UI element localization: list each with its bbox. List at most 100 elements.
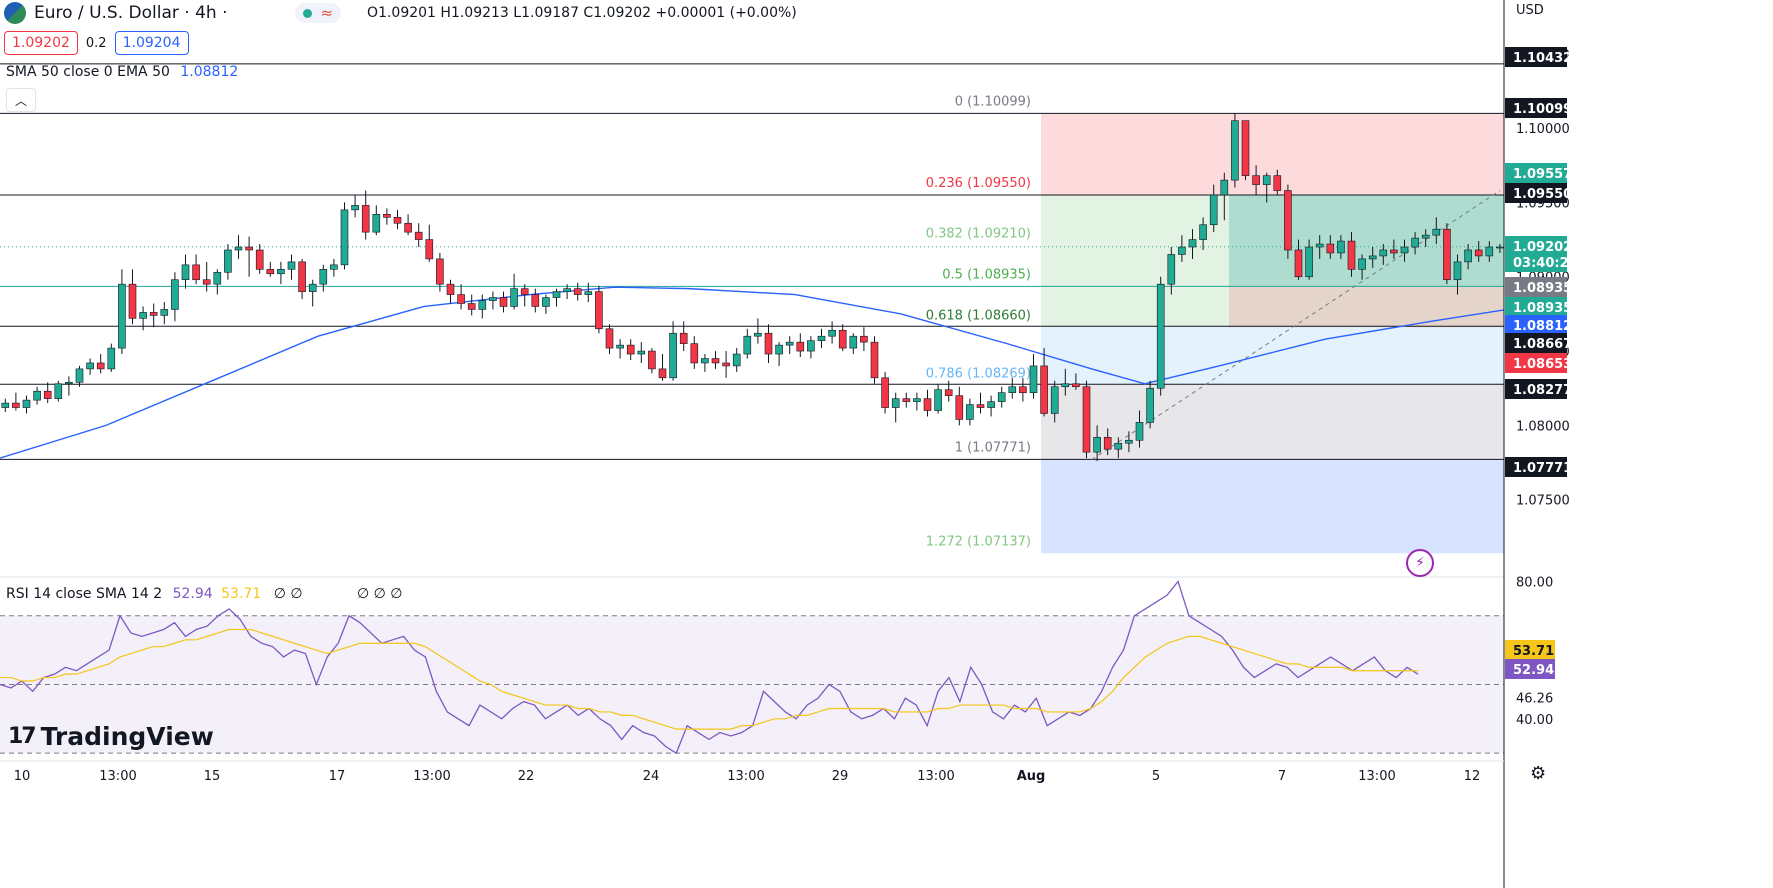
price-label-bg bbox=[1505, 236, 1567, 256]
candle bbox=[478, 294, 487, 319]
price-label-text: 1.08812 bbox=[1513, 319, 1572, 334]
candle-body bbox=[1358, 258, 1366, 270]
candle bbox=[181, 254, 190, 289]
rsi-label-bg bbox=[1505, 640, 1555, 660]
rsi-label-bg bbox=[1505, 659, 1555, 679]
candle-body bbox=[1337, 240, 1345, 254]
candle bbox=[934, 383, 942, 414]
fib-label: 0 (1.10099) bbox=[955, 94, 1031, 109]
candle-body bbox=[701, 358, 709, 364]
price-label: 03:40:21 bbox=[1505, 252, 1578, 272]
candle bbox=[1008, 377, 1017, 399]
sma-legend[interactable]: SMA 50 close 0 EMA 50 1.08812 bbox=[6, 64, 238, 80]
rsi-label-text: 53.71 bbox=[1513, 644, 1554, 659]
sell-button[interactable]: 1.09202 bbox=[4, 31, 78, 55]
price-label-text: 1.10432 bbox=[1513, 51, 1572, 66]
rsi-legend-extra-2: ∅ ∅ ∅ bbox=[356, 586, 403, 602]
candle bbox=[319, 264, 328, 292]
time-tick: 10 bbox=[14, 769, 31, 784]
candle-body bbox=[446, 283, 455, 295]
candle-body bbox=[1326, 243, 1335, 254]
candle-body bbox=[1146, 387, 1154, 423]
market-status-pill[interactable]: ≈ bbox=[295, 3, 342, 23]
rsi-label-text: 52.94 bbox=[1513, 663, 1554, 678]
candle bbox=[1485, 241, 1494, 262]
candle bbox=[881, 371, 889, 414]
price-label-bg bbox=[1505, 457, 1567, 477]
candle-body bbox=[1156, 283, 1165, 389]
candle bbox=[510, 273, 518, 310]
candle-body bbox=[1, 402, 10, 408]
candle bbox=[1188, 229, 1197, 259]
candle-body bbox=[1485, 246, 1494, 257]
candle-body bbox=[1368, 255, 1377, 260]
lightning-icon[interactable]: ⚡ bbox=[1406, 549, 1434, 577]
price-label: 1.08653 bbox=[1505, 353, 1572, 373]
candle bbox=[393, 209, 402, 230]
price-label: 1.09202 bbox=[1505, 236, 1572, 256]
candle-body bbox=[255, 249, 264, 270]
candle bbox=[648, 348, 656, 374]
tradingview-wordmark: TradingView bbox=[40, 722, 214, 751]
candle-body bbox=[308, 283, 317, 292]
candle bbox=[1156, 276, 1165, 396]
candle-body bbox=[754, 332, 762, 337]
candle-body bbox=[796, 341, 805, 352]
candle-body bbox=[1082, 386, 1091, 453]
price-label-text: 03:40:21 bbox=[1513, 256, 1578, 271]
price-label-text: 1.09202 bbox=[1513, 240, 1572, 255]
candle-body bbox=[171, 279, 179, 310]
candle bbox=[722, 351, 730, 378]
candle-body bbox=[1347, 240, 1356, 270]
price-label-text: 1.08935 bbox=[1513, 301, 1572, 316]
price-label-text: 1.08277 bbox=[1513, 383, 1572, 398]
candle-body bbox=[573, 288, 582, 295]
price-label-text: 1.07771 bbox=[1513, 461, 1572, 476]
candle-body bbox=[1411, 237, 1419, 248]
currency-selector[interactable]: USD bbox=[1516, 3, 1544, 18]
candle bbox=[1209, 184, 1218, 233]
price-label-text: 1.09550 bbox=[1513, 187, 1572, 202]
collapse-legend-button[interactable]: ︿ bbox=[6, 88, 36, 112]
price-label: 1.08935 bbox=[1505, 297, 1572, 317]
candle bbox=[732, 348, 741, 372]
candle-body bbox=[22, 399, 31, 408]
candle bbox=[1453, 254, 1462, 295]
tradingview-logo[interactable]: 𝟭𝟳 TradingView bbox=[8, 722, 214, 751]
time-tick: 13:00 bbox=[1358, 769, 1395, 784]
candle-body bbox=[531, 294, 540, 307]
sma-line-group bbox=[0, 286, 1591, 459]
candle-body bbox=[107, 347, 116, 370]
candle bbox=[139, 306, 147, 331]
gear-icon[interactable]: ⚙ bbox=[1530, 763, 1547, 784]
candle bbox=[1400, 239, 1409, 262]
candle-body bbox=[1050, 386, 1059, 414]
candle-body bbox=[934, 389, 942, 411]
candle-body bbox=[149, 312, 158, 316]
time-tick: 15 bbox=[204, 769, 221, 784]
candle bbox=[552, 288, 561, 307]
price-label-bg bbox=[1505, 163, 1567, 183]
candle-body bbox=[478, 300, 487, 310]
candle-body bbox=[361, 205, 370, 233]
candle bbox=[679, 321, 688, 352]
price-label-bg bbox=[1505, 379, 1567, 399]
candle-body bbox=[213, 271, 222, 285]
rsi-value-label: 52.94 bbox=[1505, 659, 1555, 679]
candle bbox=[330, 258, 338, 277]
candle-body bbox=[1390, 249, 1398, 254]
rsi-tick: 46.26 bbox=[1516, 691, 1553, 706]
buy-button[interactable]: 1.09204 bbox=[114, 31, 189, 55]
candle bbox=[849, 333, 858, 355]
time-tick: 5 bbox=[1152, 769, 1160, 784]
candle-body bbox=[913, 398, 921, 402]
rsi-legend[interactable]: RSI 14 close SMA 14 2 52.94 53.71 ∅ ∅ ∅ … bbox=[6, 586, 402, 602]
candle bbox=[1326, 235, 1335, 259]
candle bbox=[1347, 232, 1356, 277]
candle bbox=[796, 333, 805, 358]
candle bbox=[1093, 425, 1101, 462]
candle-body bbox=[1400, 246, 1409, 254]
candle-body bbox=[1464, 249, 1472, 263]
symbol-title[interactable]: Euro / U.S. Dollar · 4h · bbox=[34, 3, 228, 23]
